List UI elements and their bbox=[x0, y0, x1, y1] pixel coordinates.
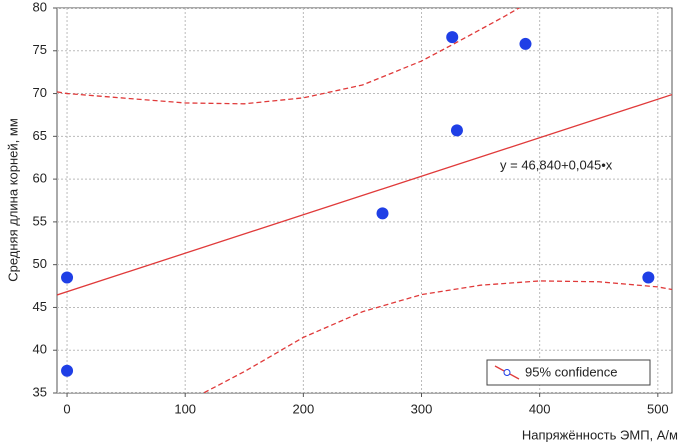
x-tick-label: 500 bbox=[647, 401, 669, 416]
y-tick-label: 40 bbox=[33, 342, 47, 357]
x-tick-label: 200 bbox=[293, 401, 315, 416]
y-tick-label: 65 bbox=[33, 128, 47, 143]
y-tick-label: 80 bbox=[33, 0, 47, 14]
x-tick-label: 0 bbox=[63, 401, 70, 416]
y-tick-label: 35 bbox=[33, 384, 47, 399]
point bbox=[376, 207, 389, 220]
plot-content bbox=[57, 8, 672, 393]
legend: 95% confidence bbox=[486, 359, 651, 386]
x-tick-label: 100 bbox=[174, 401, 196, 416]
point bbox=[642, 271, 655, 284]
y-tick-label: 75 bbox=[33, 42, 47, 57]
plot-area bbox=[56, 7, 673, 394]
y-tick-label: 60 bbox=[33, 171, 47, 186]
point bbox=[61, 271, 74, 284]
regression-label: y = 46,840+0,045•x bbox=[500, 157, 613, 172]
y-tick-label: 50 bbox=[33, 256, 47, 271]
point bbox=[446, 31, 459, 44]
y-tick-label: 70 bbox=[33, 85, 47, 100]
y-tick-label: 45 bbox=[33, 299, 47, 314]
legend-label: 95% confidence bbox=[525, 364, 618, 379]
point bbox=[519, 37, 532, 50]
regression-line bbox=[57, 93, 672, 296]
point bbox=[61, 364, 74, 377]
x-tick-label: 400 bbox=[529, 401, 551, 416]
x-tick-label: 300 bbox=[411, 401, 433, 416]
point bbox=[450, 124, 463, 137]
legend-swatch bbox=[503, 369, 511, 376]
y-tick-label: 55 bbox=[33, 213, 47, 228]
y-axis-title: Средняя длина корней, мм bbox=[5, 118, 20, 282]
legend-box bbox=[486, 359, 651, 386]
x-axis-title: Напряжённость ЭМП, А/м bbox=[522, 427, 678, 442]
